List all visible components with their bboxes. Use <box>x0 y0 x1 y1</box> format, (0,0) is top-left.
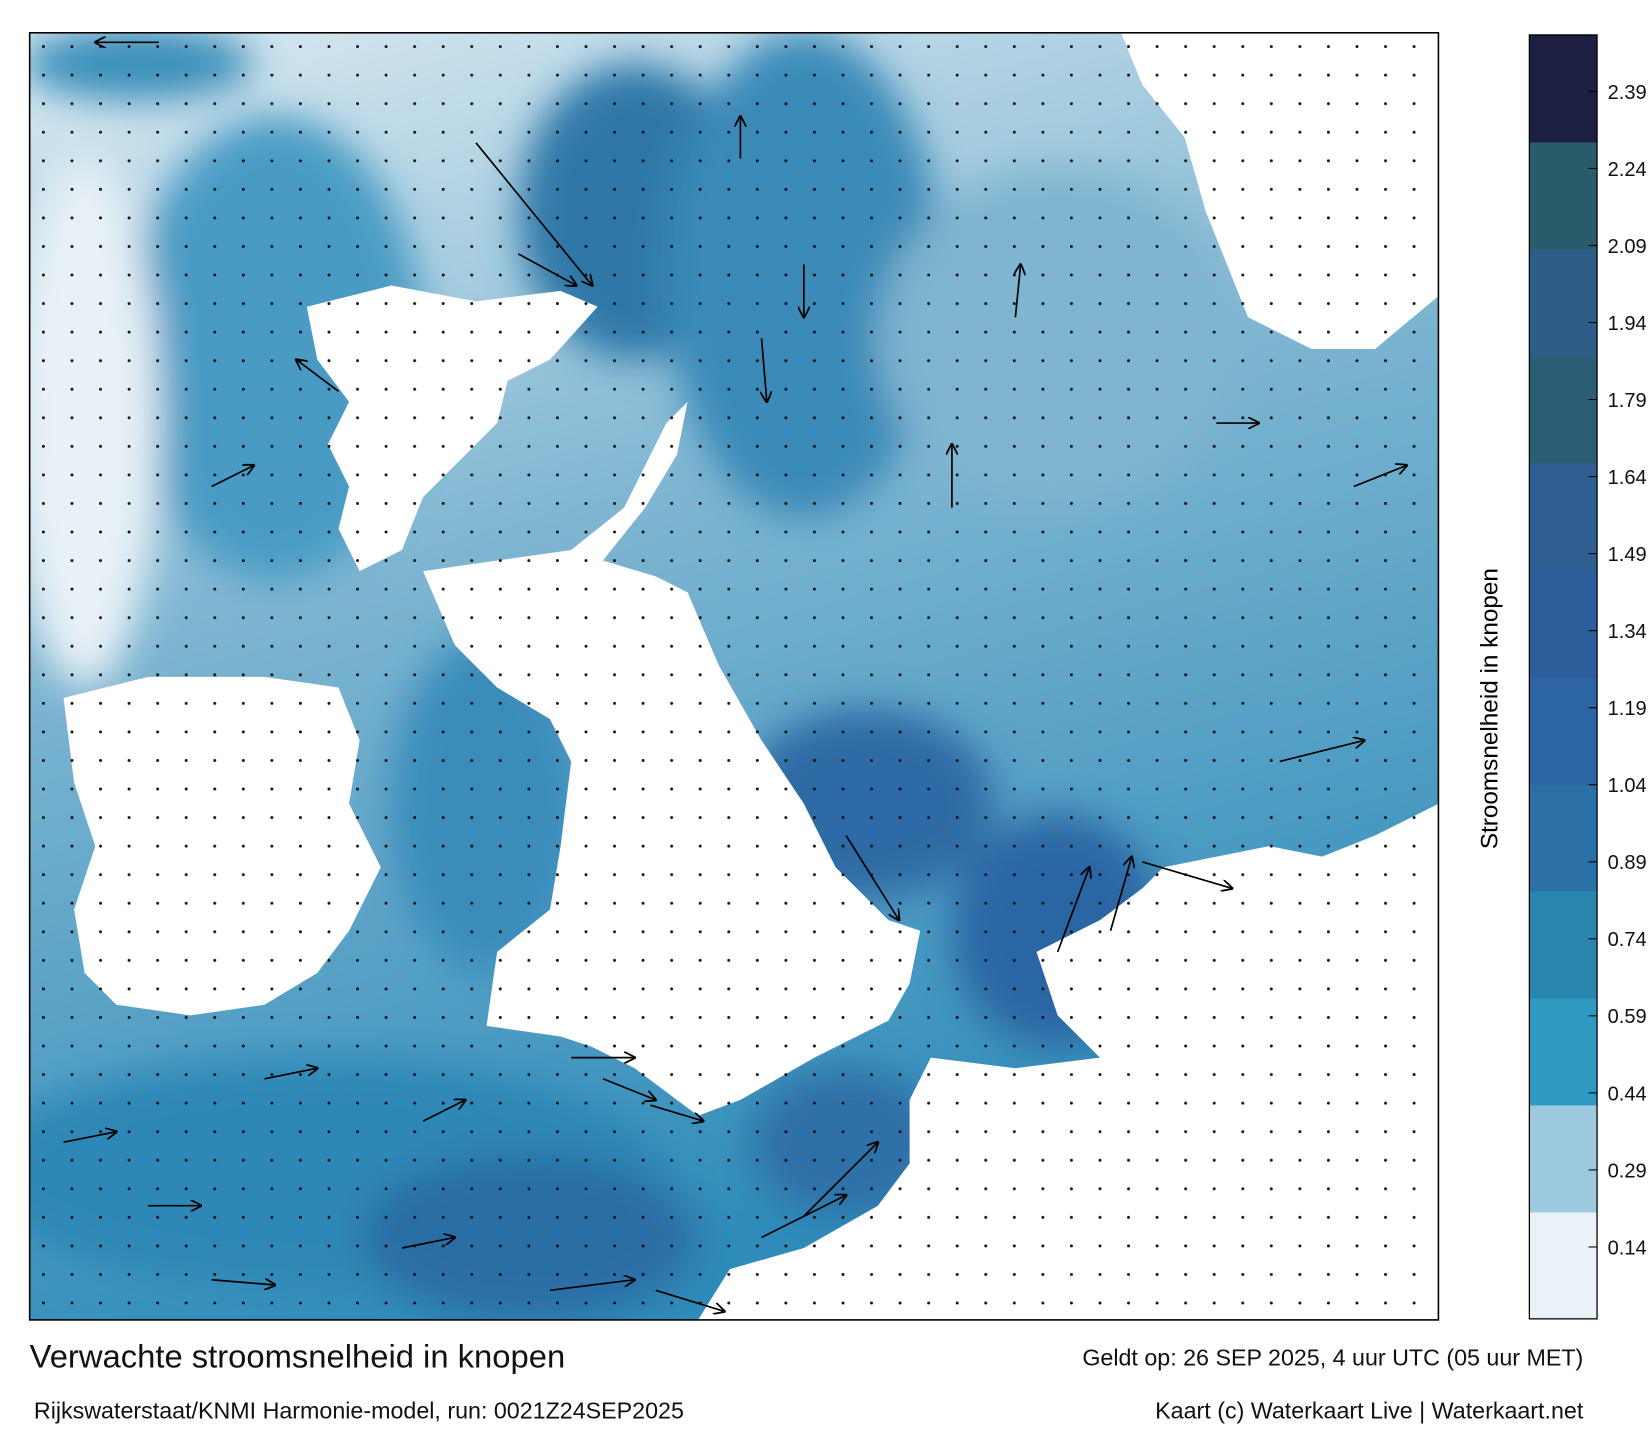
colorbar-tick-label: 0.59 <box>1608 1006 1647 1028</box>
colorbar-band <box>1529 997 1598 1106</box>
colorbar-band <box>1529 783 1598 892</box>
colorbar-tick-label: 0.74 <box>1608 929 1647 951</box>
colorbar-band <box>1529 34 1598 143</box>
current-arrows <box>63 42 1407 1311</box>
colorbar-band <box>1529 141 1598 250</box>
colorbar-tick-label: 2.09 <box>1608 236 1647 258</box>
credit: Kaart (c) Waterkaart Live | Waterkaart.n… <box>1155 1397 1584 1423</box>
colorbar-tick-label: 1.79 <box>1608 390 1647 412</box>
colorbar-band <box>1529 890 1598 999</box>
colorbar-tick-label: 0.44 <box>1608 1083 1647 1105</box>
colorbar-frame <box>1528 34 1598 1320</box>
colorbar-band <box>1529 248 1598 357</box>
source: Rijkswaterstaat/KNMI Harmonie-model, run… <box>34 1397 684 1423</box>
colorbar-tick-label: 1.64 <box>1608 467 1647 489</box>
colorbar-tick-label: 2.24 <box>1608 159 1647 181</box>
colorbar-band <box>1529 1104 1598 1213</box>
colorbar-tick-label: 1.04 <box>1608 775 1647 797</box>
title: Verwachte stroomsnelheid in knopen <box>30 1338 566 1375</box>
colorbar-tick-label: 1.49 <box>1608 544 1647 566</box>
colorbar-label: Stroomsnelheid in knopen <box>1477 568 1504 849</box>
colorbar-tick-label: 0.29 <box>1608 1160 1647 1182</box>
map-frame <box>28 31 1440 1321</box>
colorbar-band <box>1529 1211 1598 1320</box>
colorbar-tick-label: 2.39 <box>1608 82 1647 104</box>
valid-time: Geldt op: 26 SEP 2025, 4 uur UTC (05 uur… <box>1082 1344 1583 1370</box>
grid-dots <box>29 32 1439 1320</box>
colorbar-tick-label: 1.19 <box>1608 698 1647 720</box>
colorbar-band <box>1529 462 1598 571</box>
colorbar-tick-label: 1.34 <box>1608 621 1647 643</box>
colorbar-band <box>1529 355 1598 464</box>
colorbar-band <box>1529 569 1598 678</box>
colorbar-band <box>1529 676 1598 785</box>
colorbar-tick-label: 0.89 <box>1608 852 1647 874</box>
colorbar-tick-label: 1.94 <box>1608 313 1647 335</box>
colorbar-tick-label: 0.14 <box>1608 1237 1647 1259</box>
colorbar: 0.14 0.29 0.44 0.59 0.74 0.89 1.04 1.19 1.34 1.49… <box>1528 34 1647 1320</box>
map <box>29 32 1439 1320</box>
